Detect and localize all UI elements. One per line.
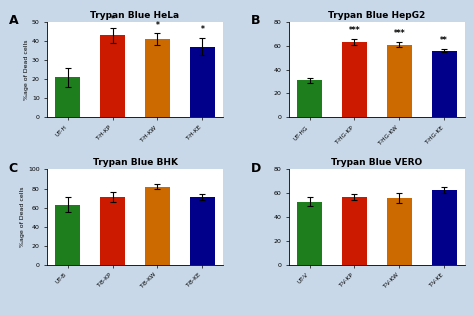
Text: A: A [9, 14, 18, 27]
Bar [432, 51, 456, 117]
Bar [145, 39, 170, 117]
Title: Trypan Blue HepG2: Trypan Blue HepG2 [328, 11, 426, 20]
Bar [190, 47, 215, 117]
Text: *: * [155, 21, 159, 30]
Bar [342, 42, 367, 117]
Title: Trypan Blue BHK: Trypan Blue BHK [92, 158, 178, 167]
Bar [297, 202, 322, 265]
Title: Trypan Blue VERO: Trypan Blue VERO [331, 158, 422, 167]
Text: **: ** [440, 36, 448, 45]
Bar [55, 77, 80, 117]
Bar [190, 197, 215, 265]
Bar [100, 197, 125, 265]
Text: B: B [251, 14, 260, 27]
Y-axis label: %age of Dead cells: %age of Dead cells [20, 187, 25, 247]
Text: D: D [251, 162, 261, 175]
Bar [297, 80, 322, 117]
Bar [387, 198, 412, 265]
Bar [55, 205, 80, 265]
Title: Trypan Blue HeLa: Trypan Blue HeLa [91, 11, 180, 20]
Bar [342, 197, 367, 265]
Text: ***: *** [349, 26, 360, 36]
Text: C: C [9, 162, 18, 175]
Bar [145, 186, 170, 265]
Y-axis label: %age of Dead cells: %age of Dead cells [24, 39, 29, 100]
Bar [432, 190, 456, 265]
Text: *: * [110, 15, 115, 24]
Text: *: * [201, 26, 204, 34]
Text: ***: *** [393, 30, 405, 38]
Bar [387, 45, 412, 117]
Bar [100, 35, 125, 117]
